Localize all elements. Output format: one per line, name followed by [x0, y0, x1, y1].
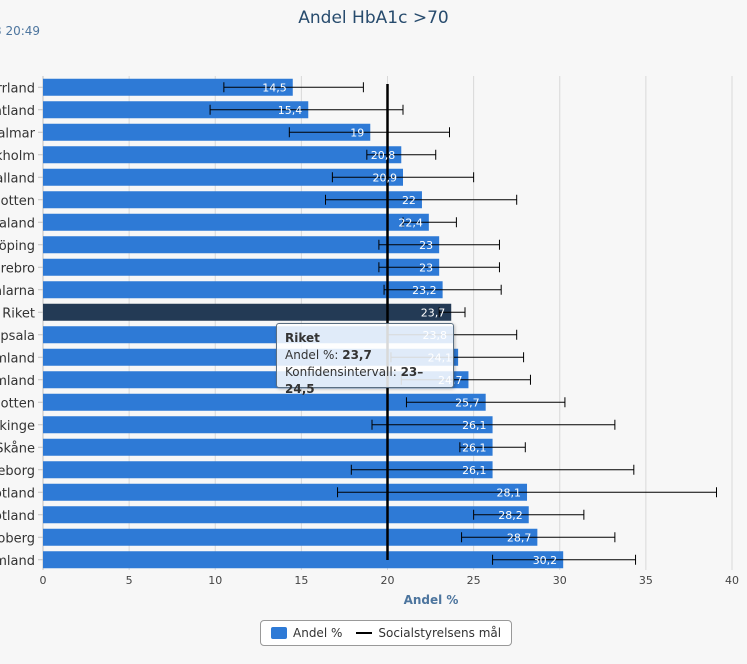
bar-value-label: 26,1 — [462, 441, 487, 454]
x-axis-title: Andel % — [404, 593, 459, 607]
bar-value-label: 23 — [419, 261, 433, 274]
bar-value-label: 26,1 — [462, 419, 487, 432]
bar-value-label: 14,5 — [262, 81, 287, 94]
x-tick-label: 0 — [40, 574, 47, 587]
legend-target-line — [356, 632, 373, 634]
category-label: mland — [0, 374, 35, 389]
bar — [43, 78, 293, 96]
x-tick-label: 15 — [294, 574, 308, 587]
bar — [43, 461, 493, 479]
bar-value-label: 30,2 — [533, 554, 558, 567]
bar-value-label: 28,2 — [498, 509, 523, 522]
bar — [43, 101, 309, 119]
category-label: alland — [0, 171, 35, 186]
bar — [43, 236, 440, 254]
x-tick-label: 25 — [467, 574, 481, 587]
bar-value-label: 19 — [350, 126, 364, 139]
bar — [43, 281, 443, 299]
bar-value-label: 22 — [402, 194, 416, 207]
x-tick-label: 20 — [381, 574, 395, 587]
category-label: eborg — [0, 464, 35, 479]
tooltip-ci-value: 23–24,5 — [285, 365, 424, 396]
category-label: otten — [1, 396, 35, 411]
category-label: Skåne — [0, 441, 35, 456]
legend-target-label[interactable]: Socialstyrelsens mål — [378, 626, 502, 640]
category-label: ötland — [0, 509, 35, 524]
x-tick-label: 30 — [553, 574, 567, 587]
category-label: kholm — [0, 149, 35, 164]
bar-value-label: 28,1 — [497, 486, 522, 499]
tooltip-ci-row: Konfidensintervall: 23–24,5 — [285, 364, 445, 398]
category-label: otten — [1, 194, 35, 209]
bar — [43, 123, 371, 141]
bar — [43, 483, 528, 501]
category-label: öping — [0, 239, 35, 254]
legend[interactable]: Andel % Socialstyrelsens mål — [260, 620, 513, 646]
category-label: kinge — [0, 419, 35, 434]
x-tick-label: 35 — [639, 574, 653, 587]
bar-value-label: 28,7 — [507, 531, 532, 544]
legend-series-label[interactable]: Andel % — [293, 626, 343, 640]
bar — [43, 258, 440, 276]
bar — [43, 528, 538, 546]
x-tick-label: 40 — [725, 574, 739, 587]
x-tick-label: 10 — [208, 574, 222, 587]
x-tick-label: 5 — [126, 574, 133, 587]
bar-value-label: 20,8 — [371, 149, 396, 162]
tooltip-share-row: Andel %: 23,7 — [285, 347, 445, 364]
bar-value-label: 15,4 — [278, 104, 303, 117]
bar — [43, 168, 404, 186]
bar — [43, 506, 529, 524]
bar-value-label: 23,7 — [421, 306, 446, 319]
bar — [43, 551, 564, 569]
bar-value-label: 22,4 — [398, 216, 423, 229]
bar — [43, 393, 486, 411]
category-label: rebro — [1, 261, 35, 276]
bar — [43, 303, 452, 321]
tooltip-share-label: Andel %: — [285, 348, 343, 362]
x-axis-ticks: 0 5 10 15 20 25 30 35 40 — [40, 574, 740, 587]
category-label: alarna — [0, 284, 35, 299]
bar-value-labels: 14,515,41920,820,92222,4232323,223,723,8… — [262, 81, 557, 567]
bar-value-label: 26,1 — [462, 464, 487, 477]
category-label: Riket — [2, 306, 35, 321]
bar — [43, 146, 402, 164]
category-label: otland — [0, 486, 35, 501]
error-bars — [209, 82, 717, 565]
category-label: ntland — [0, 104, 35, 119]
category-label: rrland — [0, 81, 35, 96]
category-labels: rrland ntland almar kholm alland otten aland öp… — [0, 81, 36, 569]
chart-title: Andel HbA1c >70 — [298, 8, 449, 28]
bar-value-label: 25,7 — [455, 396, 480, 409]
bars — [43, 78, 564, 569]
bar — [43, 438, 493, 456]
category-label: psala — [0, 329, 35, 344]
tooltip-ci-label: Konfidensintervall: — [285, 365, 401, 379]
category-label: oberg — [0, 531, 35, 546]
bar-value-label: 20,9 — [373, 171, 398, 184]
category-label: almar — [0, 126, 36, 141]
bar — [43, 416, 493, 434]
bar — [43, 213, 429, 231]
tooltip: Riket Andel %: 23,7 Konfidensintervall: … — [276, 323, 454, 396]
category-label: aland — [0, 216, 35, 231]
tooltip-title: Riket — [285, 331, 320, 345]
category-label: mland — [0, 351, 35, 366]
category-label: mland — [0, 554, 35, 569]
tooltip-share-value: 23,7 — [342, 348, 372, 362]
bar — [43, 191, 422, 209]
chart-subtitle: 3 20:49 — [0, 24, 41, 38]
bar-value-label: 23 — [419, 239, 433, 252]
legend-bar-swatch — [271, 627, 287, 639]
bar-value-label: 23,2 — [412, 284, 437, 297]
